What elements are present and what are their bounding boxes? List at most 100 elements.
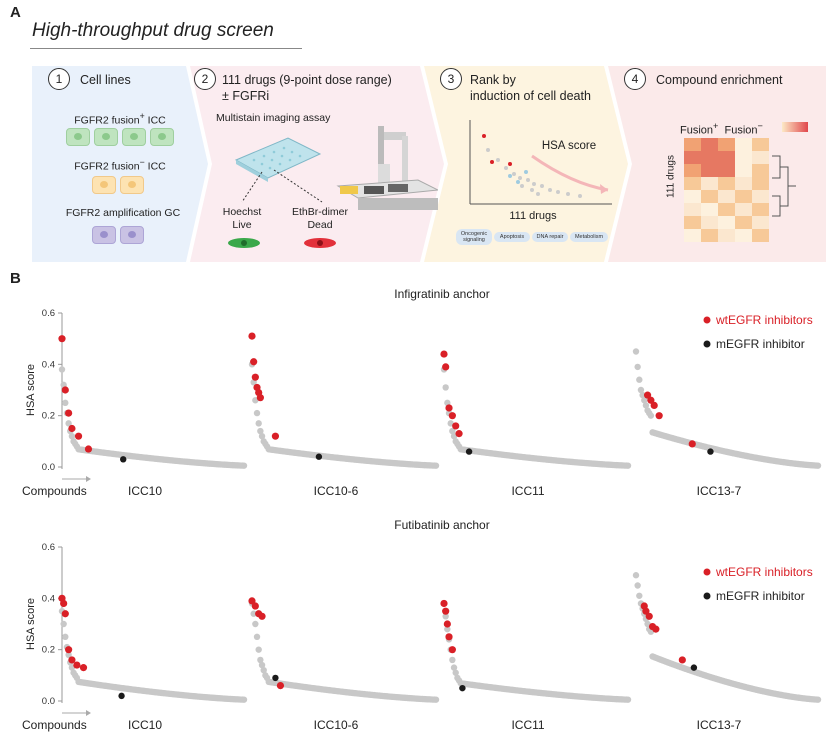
cell-line-label: ICC13-7 — [697, 484, 742, 498]
hsa-score-label: HSA score — [541, 140, 597, 152]
title-underline — [30, 48, 302, 49]
y-axis-label: HSA score — [25, 364, 37, 416]
heatmap-cell — [752, 229, 769, 242]
step4-title: Compound enrichment — [656, 73, 783, 87]
compound-point — [632, 348, 640, 355]
heatmap-cell — [684, 138, 701, 151]
heatmap-cell — [718, 164, 735, 177]
compound-point — [636, 592, 643, 599]
compound-point — [647, 412, 655, 419]
heatmap-cell — [735, 203, 752, 216]
wtegfr-point — [445, 404, 453, 412]
wtegfr-point — [60, 599, 68, 608]
heatmap-cell — [684, 203, 701, 216]
heatmap-cell — [752, 151, 769, 164]
cell-line-1: FGFR2 fusion+ ICC — [74, 111, 166, 127]
compound-point — [258, 433, 266, 440]
wtegfr-point — [251, 373, 259, 381]
panel-a-title: High-throughput drug screen — [32, 20, 274, 41]
compound-point — [62, 399, 69, 407]
chart2-title: Futibatinib anchor — [394, 518, 490, 532]
megfr-point — [315, 453, 323, 460]
y-tick-label: 0.0 — [42, 696, 55, 707]
step2-number: 2 — [194, 68, 216, 90]
compound-point — [240, 696, 248, 703]
wtegfr-point — [647, 396, 655, 404]
cell-line-label: ICC10-6 — [314, 718, 359, 732]
step3-bg — [424, 66, 628, 262]
y-tick-label: 0.4 — [42, 359, 55, 370]
wtegfr-point — [442, 607, 450, 615]
heatmap-col-labels: Fusion+ Fusion− — [680, 121, 763, 137]
wtegfr-point — [448, 646, 456, 654]
compound-point — [814, 696, 822, 703]
category-apoptosis: Apoptosis — [494, 232, 530, 242]
wtegfr-point — [645, 612, 653, 620]
compound-point — [442, 613, 449, 620]
step3-number: 3 — [440, 68, 462, 90]
legend-m-marker — [703, 592, 711, 600]
compound-point — [58, 366, 66, 373]
heatmap-cell — [752, 216, 769, 229]
heatmap-cell — [684, 229, 701, 242]
megfr-point — [465, 448, 473, 455]
compound-point — [814, 462, 822, 469]
y-tick-label: 0.6 — [42, 542, 55, 553]
green-cells — [66, 128, 174, 146]
legend-m-marker — [703, 340, 711, 348]
compound-point — [632, 572, 640, 579]
category-oncogenic: Oncogenic signaling — [456, 229, 492, 245]
compound-point — [634, 582, 641, 589]
wtegfr-point — [452, 422, 460, 430]
megfr-point — [120, 456, 127, 463]
compound-point — [252, 620, 259, 628]
step2-bg — [190, 66, 444, 262]
cell-line-label: ICC10-6 — [314, 484, 359, 498]
heatmap-cell — [735, 216, 752, 229]
category-dna-repair: DNA repair — [532, 232, 568, 242]
heatmap-cell — [718, 151, 735, 164]
wtegfr-point — [445, 633, 453, 641]
wtegfr-point — [256, 394, 264, 402]
category-metabolism: Metabolism — [570, 232, 608, 242]
heatmap-cell — [752, 190, 769, 203]
wtegfr-point — [68, 656, 76, 664]
heatmap-cell — [752, 203, 769, 216]
compound-point — [636, 376, 643, 383]
compound-point — [60, 620, 67, 628]
wtegfr-point — [73, 661, 81, 669]
compound-point — [449, 427, 456, 435]
step2-title-line1: 111 drugs (9-point dose range) — [222, 73, 392, 87]
wtegfr-point — [652, 625, 660, 633]
compound-point — [253, 409, 261, 417]
wtegfr-point — [448, 412, 456, 420]
compound-point — [250, 610, 257, 617]
step3-title-line1: Rank by — [470, 73, 516, 87]
rank-mini-plot — [469, 120, 612, 205]
wtegfr-point — [61, 610, 69, 618]
wtegfr-point — [61, 386, 69, 394]
compound-point — [624, 696, 632, 703]
wtegfr-point — [455, 430, 463, 438]
heatmap-cell — [735, 164, 752, 177]
heatmap-cell — [684, 190, 701, 203]
heatmap-cell — [752, 164, 769, 177]
wtegfr-point — [248, 332, 256, 340]
compound-point — [257, 427, 264, 435]
heatmap-cell — [701, 138, 718, 151]
cell-line-label: ICC11 — [511, 484, 544, 498]
compound-point — [68, 433, 76, 440]
heatmap-cell — [718, 203, 735, 216]
legend-wt-marker — [703, 316, 711, 324]
compound-point — [65, 420, 72, 427]
compound-point — [639, 391, 646, 399]
wtegfr-point — [655, 412, 663, 420]
wtegfr-point — [440, 599, 448, 608]
y-tick-label: 0.2 — [42, 645, 55, 656]
heatmap-cell — [701, 177, 718, 190]
compound-point — [442, 384, 449, 391]
heatmap-cell — [684, 151, 701, 164]
wtegfr-point — [68, 424, 76, 433]
